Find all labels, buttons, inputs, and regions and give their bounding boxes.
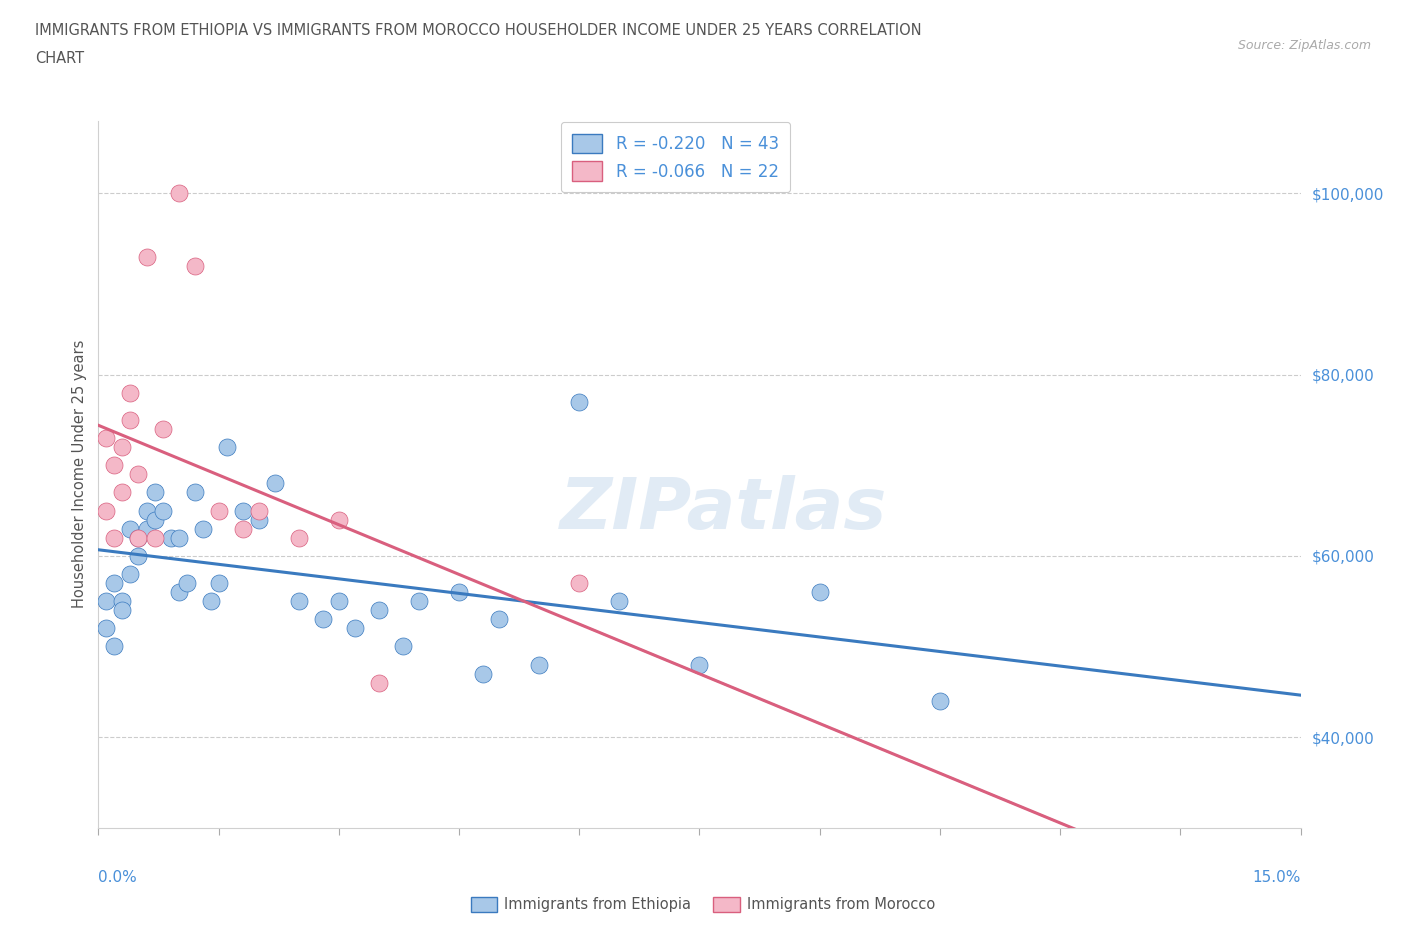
Point bbox=[152, 421, 174, 436]
Text: 15.0%: 15.0% bbox=[1253, 870, 1301, 884]
Point bbox=[120, 521, 142, 536]
Point bbox=[208, 503, 231, 518]
Point bbox=[128, 549, 150, 564]
Point bbox=[152, 503, 174, 518]
Point bbox=[167, 585, 190, 600]
Point bbox=[200, 593, 222, 608]
Point bbox=[609, 593, 631, 608]
Point bbox=[288, 530, 311, 545]
Point bbox=[529, 658, 551, 672]
Point bbox=[263, 476, 285, 491]
Point bbox=[247, 503, 270, 518]
Point bbox=[368, 675, 391, 690]
Point bbox=[167, 186, 190, 201]
Point bbox=[111, 593, 134, 608]
Point bbox=[392, 639, 415, 654]
Point bbox=[368, 603, 391, 618]
Point bbox=[159, 530, 181, 545]
Point bbox=[488, 612, 510, 627]
Point bbox=[128, 530, 150, 545]
Point bbox=[472, 666, 495, 681]
Point bbox=[128, 530, 150, 545]
Point bbox=[111, 485, 134, 499]
Point bbox=[343, 621, 366, 636]
Point bbox=[328, 512, 350, 527]
Point bbox=[568, 576, 591, 591]
Point bbox=[135, 521, 157, 536]
Text: Source: ZipAtlas.com: Source: ZipAtlas.com bbox=[1237, 39, 1371, 52]
Point bbox=[120, 566, 142, 581]
Point bbox=[176, 576, 198, 591]
Point bbox=[103, 530, 125, 545]
Point bbox=[103, 576, 125, 591]
Point bbox=[96, 503, 118, 518]
Point bbox=[215, 440, 238, 455]
Point bbox=[288, 593, 311, 608]
Point bbox=[135, 503, 157, 518]
Point bbox=[689, 658, 711, 672]
Text: 0.0%: 0.0% bbox=[98, 870, 138, 884]
Point bbox=[568, 394, 591, 409]
Point bbox=[143, 530, 166, 545]
Legend: R = -0.220   N = 43, R = -0.066   N = 22: R = -0.220 N = 43, R = -0.066 N = 22 bbox=[561, 122, 790, 193]
Point bbox=[183, 259, 205, 273]
Point bbox=[135, 249, 157, 264]
Point bbox=[143, 485, 166, 499]
Point bbox=[208, 576, 231, 591]
Point bbox=[247, 512, 270, 527]
Point bbox=[447, 585, 470, 600]
Point bbox=[96, 621, 118, 636]
Text: IMMIGRANTS FROM ETHIOPIA VS IMMIGRANTS FROM MOROCCO HOUSEHOLDER INCOME UNDER 25 : IMMIGRANTS FROM ETHIOPIA VS IMMIGRANTS F… bbox=[35, 23, 922, 38]
Point bbox=[232, 503, 254, 518]
Point bbox=[96, 431, 118, 445]
Point bbox=[183, 485, 205, 499]
Point bbox=[191, 521, 214, 536]
Point bbox=[312, 612, 335, 627]
Point bbox=[128, 467, 150, 482]
Point bbox=[111, 440, 134, 455]
Point bbox=[120, 385, 142, 400]
Y-axis label: Householder Income Under 25 years: Householder Income Under 25 years bbox=[72, 340, 87, 608]
Point bbox=[328, 593, 350, 608]
Point bbox=[103, 458, 125, 472]
Point bbox=[808, 585, 831, 600]
Point bbox=[232, 521, 254, 536]
Text: ZIPatlas: ZIPatlas bbox=[560, 475, 887, 544]
Point bbox=[103, 639, 125, 654]
Legend: Immigrants from Ethiopia, Immigrants from Morocco: Immigrants from Ethiopia, Immigrants fro… bbox=[465, 891, 941, 918]
Point bbox=[167, 530, 190, 545]
Point bbox=[96, 593, 118, 608]
Point bbox=[408, 593, 430, 608]
Point bbox=[929, 694, 952, 709]
Point bbox=[111, 603, 134, 618]
Text: CHART: CHART bbox=[35, 51, 84, 66]
Point bbox=[143, 512, 166, 527]
Point bbox=[120, 413, 142, 428]
